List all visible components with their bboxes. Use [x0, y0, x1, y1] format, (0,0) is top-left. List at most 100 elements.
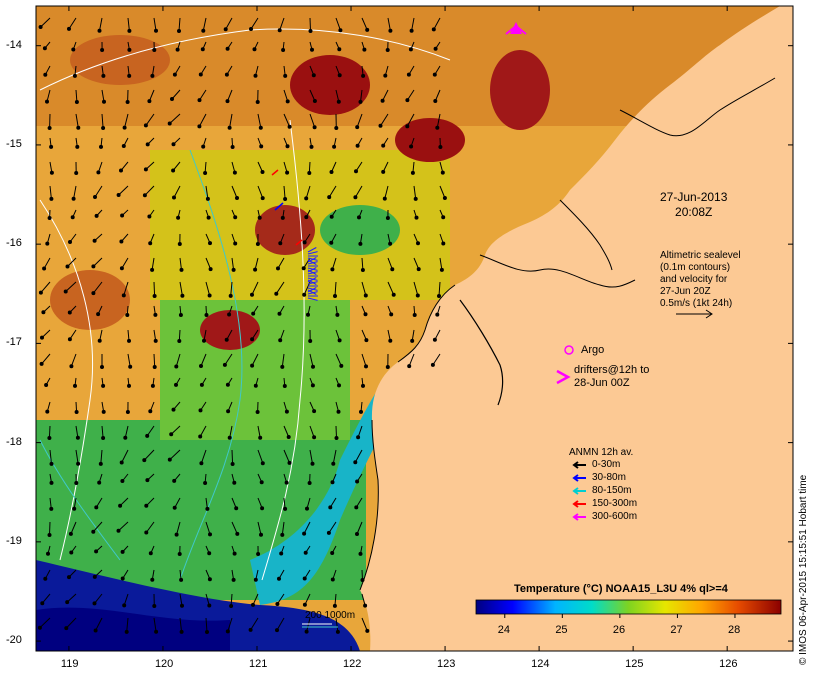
velocity-arrow-head [234, 506, 239, 511]
velocity-arrow-head [177, 29, 181, 33]
velocity-arrow-head [71, 47, 76, 52]
velocity-arrow-head [152, 48, 157, 52]
sst-warm-patch [70, 35, 170, 85]
velocity-arrow [153, 617, 157, 632]
mooring-vector [307, 287, 317, 293]
velocity-arrow-head [91, 291, 96, 296]
colorbar-tick-label: 27 [670, 624, 683, 636]
velocity-arrow-head [69, 550, 74, 555]
sealevel-contour [39, 439, 121, 561]
velocity-arrow [328, 185, 337, 198]
velocity-arrow-head [179, 267, 184, 272]
velocity-arrow-head [337, 47, 342, 52]
velocity-arrow-head [175, 47, 180, 52]
velocity-arrow-head [302, 292, 307, 297]
velocity-arrow-head [128, 364, 133, 369]
velocity-arrow-head [145, 142, 150, 147]
velocity-arrow [231, 521, 238, 535]
velocity-arrow [335, 353, 342, 367]
velocity-arrow-head [101, 436, 106, 440]
velocity-arrow-head [231, 577, 236, 582]
velocity-arrow [68, 17, 77, 30]
velocity-arrow-head [201, 28, 206, 33]
velocity-arrow-head [363, 293, 368, 298]
velocity-arrow [144, 185, 155, 196]
velocity-arrow [205, 521, 211, 535]
velocity-arrow-head [332, 603, 337, 608]
velocity-arrow [123, 281, 129, 296]
velocity-arrow [145, 113, 155, 126]
velocity-arrow [305, 185, 311, 199]
velocity-arrow-head [258, 435, 263, 440]
velocity-arrow-head [365, 628, 370, 633]
velocity-arrow-head [97, 28, 102, 33]
velocity-arrow-head [119, 460, 124, 465]
sst-hot-patch [255, 205, 315, 255]
velocity-arrow [153, 281, 156, 297]
velocity-arrow-head [310, 383, 315, 388]
scale-arrow [676, 309, 713, 319]
note-line: 27-Jun 20Z [660, 286, 711, 297]
velocity-arrow-head [255, 410, 260, 414]
velocity-arrow-head [144, 503, 149, 508]
velocity-arrow [283, 449, 290, 464]
velocity-arrow [224, 353, 233, 366]
velocity-arrow-head [441, 241, 446, 246]
velocity-arrow-head [256, 552, 261, 556]
velocity-arrow-head [199, 364, 203, 368]
velocity-arrow-head [355, 532, 359, 536]
velocity-arrow [335, 425, 337, 439]
velocity-arrow [250, 17, 259, 30]
velocity-arrow-head [355, 479, 360, 484]
velocity-arrow-head [45, 409, 50, 414]
velocity-arrow-head [330, 267, 335, 272]
velocity-arrow-head [49, 170, 54, 175]
velocity-arrow [230, 593, 233, 607]
velocity-arrow [250, 617, 259, 631]
velocity-arrow-head [38, 25, 43, 29]
velocity-arrow-head [102, 99, 106, 104]
velocity-arrow-head [360, 268, 365, 272]
velocity-arrow-head [67, 575, 71, 580]
map-frame [35, 5, 794, 652]
legend-item-arrow [572, 461, 586, 469]
velocity-arrow-head [336, 99, 341, 104]
velocity-arrow [127, 353, 131, 367]
velocity-arrow-head [337, 73, 342, 78]
velocity-arrow-head [416, 241, 420, 246]
velocity-arrow-head [101, 409, 106, 414]
velocity-arrow [73, 185, 77, 199]
velocity-arrow-head [174, 532, 179, 537]
velocity-arrow [309, 17, 311, 32]
velocity-arrow [143, 449, 155, 461]
velocity-arrow-head [363, 603, 368, 608]
velocity-arrow-head [121, 144, 126, 148]
velocity-arrow-head [305, 506, 309, 511]
velocity-arrow-head [172, 72, 177, 77]
sst-hot-patch [290, 55, 370, 115]
velocity-arrow-head [101, 126, 106, 130]
velocity-arrow-head [101, 73, 106, 78]
velocity-arrow-head [127, 383, 131, 388]
velocity-arrow-head [197, 98, 202, 103]
velocity-arrow [41, 353, 51, 365]
velocity-arrow-head [339, 363, 344, 368]
velocity-arrow [283, 185, 286, 200]
velocity-arrow [170, 425, 181, 435]
velocity-arrow-head [119, 168, 123, 173]
velocity-arrow-head [71, 196, 76, 201]
velocity-arrow [43, 257, 51, 269]
velocity-arrow-head [94, 213, 99, 218]
velocity-arrow-head [94, 549, 99, 554]
velocity-arrow-head [336, 409, 341, 414]
velocity-arrow-head [119, 239, 124, 244]
velocity-arrow-head [285, 144, 290, 149]
velocity-arrow-head [230, 145, 235, 149]
velocity-arrow-head [409, 28, 414, 33]
velocity-arrow [413, 257, 420, 270]
velocity-arrow-head [40, 335, 44, 340]
velocity-arrow-head [328, 505, 333, 510]
velocity-arrow-head [179, 577, 184, 582]
velocity-arrow-head [75, 144, 80, 149]
velocity-arrow-head [390, 267, 395, 272]
